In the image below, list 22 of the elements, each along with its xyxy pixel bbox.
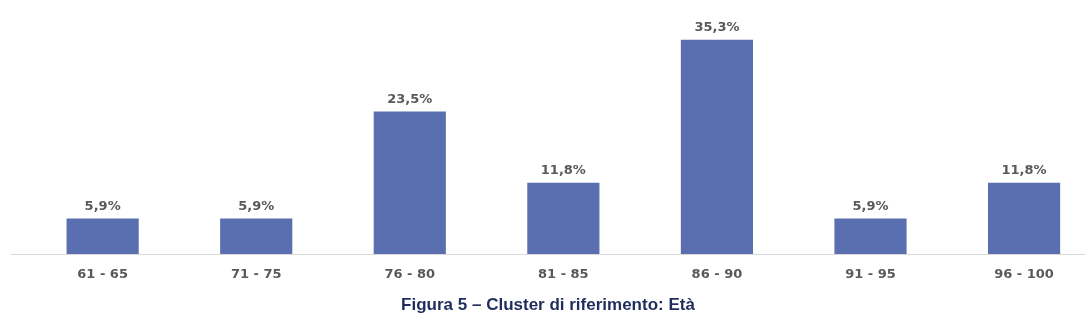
bar	[834, 218, 907, 255]
text: Figura 5 – Cluster di riferimento: Età	[401, 294, 696, 314]
x-tick-label: 86 - 90	[691, 265, 743, 281]
x-tick-label: 81 - 85	[538, 265, 589, 281]
x-tick-label: 61 - 65	[77, 265, 128, 281]
data-label: 5,9%	[238, 197, 275, 213]
x-tick-label: 96 - 100	[994, 265, 1054, 281]
data-label: 35,3%	[694, 18, 740, 34]
bar	[680, 39, 754, 255]
data-label: 23,5%	[387, 90, 433, 106]
data-label: 5,9%	[852, 197, 889, 213]
x-tick-label: 91 - 95	[845, 265, 896, 281]
data-label: 11,8%	[1001, 161, 1047, 177]
bar	[66, 218, 139, 255]
bar	[373, 111, 446, 255]
bar	[220, 218, 293, 255]
bar	[987, 182, 1061, 255]
data-label: 11,8%	[540, 161, 586, 177]
x-tick-label: 71 - 75	[230, 265, 282, 281]
bar	[527, 182, 600, 255]
x-tick-label: 76 - 80	[384, 265, 436, 281]
data-label: 5,9%	[84, 197, 121, 213]
